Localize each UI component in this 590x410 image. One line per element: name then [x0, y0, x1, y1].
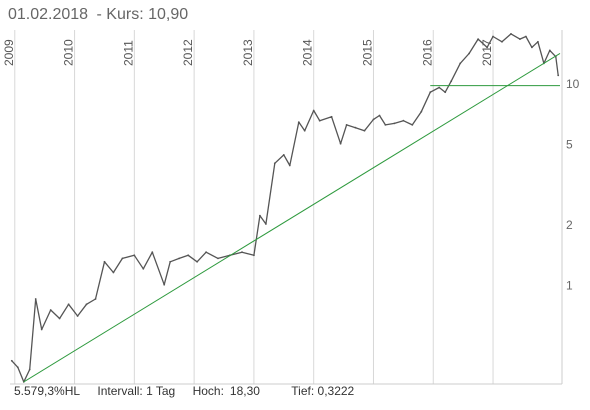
price-point: [548, 49, 551, 52]
price-point: [10, 359, 13, 362]
x-tick-label: 2014: [301, 39, 315, 66]
price-point: [253, 254, 255, 257]
x-tick-label: 2009: [2, 39, 16, 66]
price-point: [468, 52, 470, 55]
price-point: [151, 251, 154, 254]
footer-high: Hoch: 18,30: [193, 384, 274, 398]
price-point: [477, 38, 479, 40]
price-point: [28, 368, 31, 371]
footer-low: Tief: 0,3222: [291, 384, 355, 398]
price-point: [450, 80, 453, 83]
trend-lines: [23, 53, 561, 383]
price-point: [525, 35, 527, 38]
price-point: [178, 257, 181, 260]
price-point: [384, 124, 387, 126]
price-point: [557, 74, 560, 77]
header-date: 01.02.2018: [8, 6, 89, 23]
price-point: [537, 40, 539, 43]
price-point: [103, 260, 106, 263]
chart-grid: [14, 30, 494, 384]
price-point: [16, 366, 19, 369]
x-axis-labels: 2009 2010 2011 2012 2013 2014 2015 2016 2017: [2, 39, 494, 66]
footer-interval: Intervall: 1 Tag: [97, 384, 176, 398]
price-point: [393, 122, 396, 125]
header-kurs: - Kurs: 10,90: [96, 6, 189, 23]
price-point: [273, 162, 276, 165]
price-point: [288, 164, 291, 167]
price-point: [259, 214, 261, 217]
price-point: [94, 298, 97, 300]
price-point: [438, 86, 441, 89]
price-point: [519, 38, 521, 40]
footer-performance: 5.579,3%HL: [14, 384, 81, 398]
price-point: [318, 119, 321, 122]
price-point: [501, 40, 503, 43]
price-point: [112, 271, 115, 274]
price-point: [217, 257, 219, 260]
price-point: [486, 46, 488, 49]
price-point: [67, 303, 70, 306]
price-point: [265, 223, 267, 225]
price-point: [459, 62, 462, 65]
price-point: [133, 254, 136, 257]
price-point: [85, 303, 88, 306]
x-tick-label: 2011: [121, 40, 135, 66]
price-point: [402, 119, 405, 122]
price-point: [378, 114, 381, 117]
price-point: [282, 154, 285, 156]
price-point: [444, 91, 447, 94]
price-point: [372, 118, 375, 121]
y-axis-labels: 1 2 5 10: [566, 77, 580, 293]
price-point: [40, 328, 43, 331]
price-point: [297, 121, 300, 123]
x-tick-label: 2017: [480, 39, 494, 66]
y-tick-label: 5: [566, 138, 573, 152]
price-point: [196, 260, 199, 263]
price-point: [531, 46, 533, 49]
footer-high-label: Hoch:: [192, 384, 224, 398]
price-point: [49, 309, 52, 311]
price-point: [303, 129, 306, 132]
price-point: [34, 298, 37, 300]
price-point: [354, 126, 357, 129]
y-tick-label: 1: [566, 279, 573, 293]
footer-high-value: 18,30: [229, 384, 260, 398]
trend-line-0: [23, 53, 561, 383]
price-point: [345, 124, 348, 126]
x-tick-label: 2013: [241, 39, 255, 66]
price-point: [363, 129, 366, 132]
price-point: [420, 110, 423, 113]
price-point: [411, 124, 414, 126]
x-tick-label: 2015: [360, 39, 374, 66]
price-series: [10, 33, 560, 383]
y-tick-label: 2: [566, 218, 573, 232]
price-point: [169, 260, 172, 263]
price-point: [163, 283, 166, 286]
price-line-0: [11, 33, 559, 383]
chart-footer: 5.579,3%HL Intervall: 1 Tag Hoch: 18,30 T…: [14, 384, 368, 398]
y-tick-label: 10: [566, 77, 580, 91]
chart-header: 01.02.2018 - Kurs: 10,90: [8, 6, 192, 32]
price-point: [510, 33, 512, 35]
x-tick-label: 2016: [420, 39, 434, 66]
price-point: [121, 257, 124, 260]
price-point: [76, 315, 79, 317]
x-tick-label: 2012: [181, 39, 195, 66]
price-point: [187, 254, 190, 257]
price-point: [339, 142, 342, 145]
x-tick-label: 2010: [62, 39, 76, 66]
price-point: [312, 109, 315, 112]
price-point: [330, 115, 333, 118]
price-point: [241, 251, 243, 254]
price-point: [58, 317, 61, 320]
price-point: [142, 267, 145, 270]
price-point: [205, 251, 208, 254]
price-point: [429, 91, 432, 94]
price-point: [492, 35, 494, 38]
